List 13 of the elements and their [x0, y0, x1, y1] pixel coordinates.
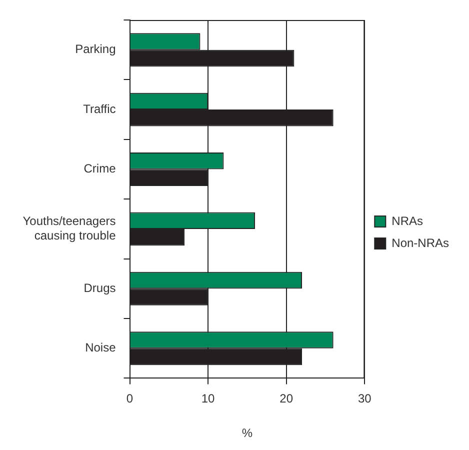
x-tick-label: 30 [358, 392, 372, 406]
legend-label: Non-NRAs [392, 236, 450, 250]
legend-label: NRAs [392, 214, 423, 228]
y-tick-label: Youths/teenagers causing trouble [22, 214, 116, 242]
y-tick-label: Parking [75, 42, 116, 56]
x-tick-label: 0 [126, 392, 134, 406]
y-tick-label: Noise [85, 340, 116, 355]
x-tick-label: 20 [280, 392, 294, 406]
x-tick-label: 10 [201, 392, 216, 406]
y-tick-label: Traffic [83, 102, 116, 116]
x-axis-title: % [242, 426, 253, 440]
y-tick-label: Crime [84, 162, 116, 176]
y-tick-label: Drugs [84, 280, 116, 295]
